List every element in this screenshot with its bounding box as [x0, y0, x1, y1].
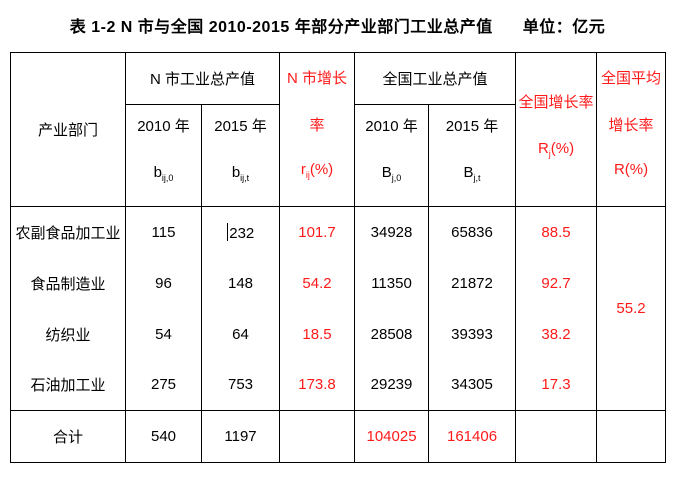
table-row: 石油加工业 275 753 173.8 29239 34305 17.3: [10, 359, 666, 411]
total-national-growth-cell[interactable]: [515, 410, 598, 463]
row1-city-2010-cell[interactable]: 96: [125, 257, 202, 309]
total-label-cell[interactable]: 合计: [10, 410, 126, 463]
row2-industry-cell[interactable]: 纺织业: [10, 308, 126, 360]
table-row: 农副食品加工业 115 232 101.7 34928 65836 88.5 5…: [10, 206, 667, 411]
row2-national-growth-cell[interactable]: 38.2: [515, 308, 598, 360]
header-city-growth-cell[interactable]: N 市增长 率 rij(%): [279, 52, 356, 207]
row3-national-2010-cell[interactable]: 29239: [354, 359, 430, 411]
row0-national-growth-cell[interactable]: 88.5: [515, 206, 598, 258]
row1-national-2015-cell[interactable]: 21872: [428, 257, 517, 309]
header-national-2010-cell[interactable]: 2010 年 Bj,0: [354, 104, 430, 207]
header-national-group-cell[interactable]: 全国工业总产值: [354, 52, 517, 105]
industry-output-table: 产业部门 N 市工业总产值 N 市增长 率 rij(%) 全国工业总产值 全国增…: [10, 52, 667, 463]
national-average-symbol: R(%): [613, 161, 649, 178]
national-growth-symbol: Rj(%): [537, 139, 575, 159]
national-average-label-line1: 全国平均: [601, 70, 662, 87]
national-2015-year-label: 2015 年: [445, 117, 499, 135]
row1-national-2010-cell[interactable]: 11350: [354, 257, 430, 309]
header-city-group-cell[interactable]: N 市工业总产值: [124, 52, 281, 105]
city-growth-symbol: rij(%): [300, 161, 334, 180]
row3-city-2015-cell[interactable]: 753: [200, 359, 281, 411]
table-title-text: 表 1-2 N 市与全国 2010-2015 年部分产业部门工业总产值: [69, 19, 493, 36]
header-industry-cell[interactable]: 产业部门: [10, 52, 126, 207]
total-city-2015-cell[interactable]: 1197: [200, 410, 281, 463]
total-national-2010-cell[interactable]: 104025: [354, 410, 430, 463]
city-growth-label-line2: 率: [309, 117, 325, 134]
row0-city-2015-cell[interactable]: 232: [200, 206, 281, 258]
total-national-average-cell[interactable]: [596, 410, 667, 463]
row2-national-2015-cell[interactable]: 39393: [428, 308, 517, 360]
header-city-2015-cell[interactable]: 2015 年 bij,t: [200, 104, 281, 207]
total-city-2010-cell[interactable]: 540: [125, 410, 202, 463]
row0-city-2015-value: 232: [229, 224, 255, 242]
header-city-2010-cell[interactable]: 2010 年 bij,0: [125, 104, 202, 207]
national-growth-label: 全国增长率: [518, 93, 594, 111]
row3-city-2010-cell[interactable]: 275: [125, 359, 202, 411]
city-2015-year-label: 2015 年: [214, 117, 267, 135]
row3-national-growth-cell[interactable]: 17.3: [515, 359, 598, 411]
city-2015-symbol: bij,t: [231, 163, 250, 183]
table-row: 纺织业 54 64 18.5 28508 39393 38.2: [10, 308, 666, 360]
header-national-2015-cell[interactable]: 2015 年 Bj,t: [428, 104, 517, 207]
row0-industry-cell[interactable]: 农副食品加工业: [10, 206, 126, 258]
row1-industry-cell[interactable]: 食品制造业: [10, 257, 126, 309]
row1-national-growth-cell[interactable]: 92.7: [515, 257, 598, 309]
row2-city-2010-cell[interactable]: 54: [125, 308, 202, 360]
row0-national-2010-cell[interactable]: 34928: [354, 206, 430, 258]
national-average-value-cell[interactable]: 55.2: [596, 206, 667, 411]
city-2010-symbol: bij,0: [153, 163, 174, 183]
row2-city-growth-cell[interactable]: 18.5: [279, 308, 356, 360]
header-row-groups: 产业部门 N 市工业总产值 N 市增长 率 rij(%) 全国工业总产值 全国增…: [10, 52, 667, 207]
total-national-2015-cell[interactable]: 161406: [428, 410, 517, 463]
total-city-growth-cell[interactable]: [279, 410, 356, 463]
total-row: 合计 540 1197 104025 161406: [10, 410, 667, 463]
row0-city-2010-cell[interactable]: 115: [125, 206, 202, 258]
row0-city-growth-cell[interactable]: 101.7: [279, 206, 356, 258]
city-growth-label-line1: N 市增长: [287, 70, 348, 87]
national-2015-symbol: Bj,t: [463, 163, 481, 183]
row3-national-2015-cell[interactable]: 34305: [428, 359, 517, 411]
table-row: 食品制造业 96 148 54.2 11350 21872 92.7: [10, 257, 666, 309]
text-caret: [226, 222, 229, 241]
row0-national-2015-cell[interactable]: 65836: [428, 206, 517, 258]
row1-city-growth-cell[interactable]: 54.2: [279, 257, 356, 309]
national-average-label-line2: 增长率: [608, 117, 654, 134]
row1-city-2015-cell[interactable]: 148: [200, 257, 281, 309]
row2-city-2015-cell[interactable]: 64: [200, 308, 281, 360]
city-2010-year-label: 2010 年: [137, 117, 190, 135]
row2-national-2010-cell[interactable]: 28508: [354, 308, 430, 360]
header-row-years: 2010 年 bij,0 2015 年 bij,t 2010 年 Bj,0 20…: [11, 104, 666, 207]
table-unit-label: 单位：亿元: [522, 19, 606, 36]
row3-industry-cell[interactable]: 石油加工业: [10, 359, 126, 411]
row3-city-growth-cell[interactable]: 173.8: [279, 359, 356, 411]
national-2010-symbol: Bj,0: [381, 163, 402, 183]
table-title[interactable]: 表 1-2 N 市与全国 2010-2015 年部分产业部门工业总产值 单位：亿元: [0, 0, 675, 52]
header-national-average-cell[interactable]: 全国平均 增长率 R(%): [596, 52, 667, 207]
national-2010-year-label: 2010 年: [365, 117, 418, 135]
header-national-growth-cell[interactable]: 全国增长率 Rj(%): [515, 52, 598, 207]
